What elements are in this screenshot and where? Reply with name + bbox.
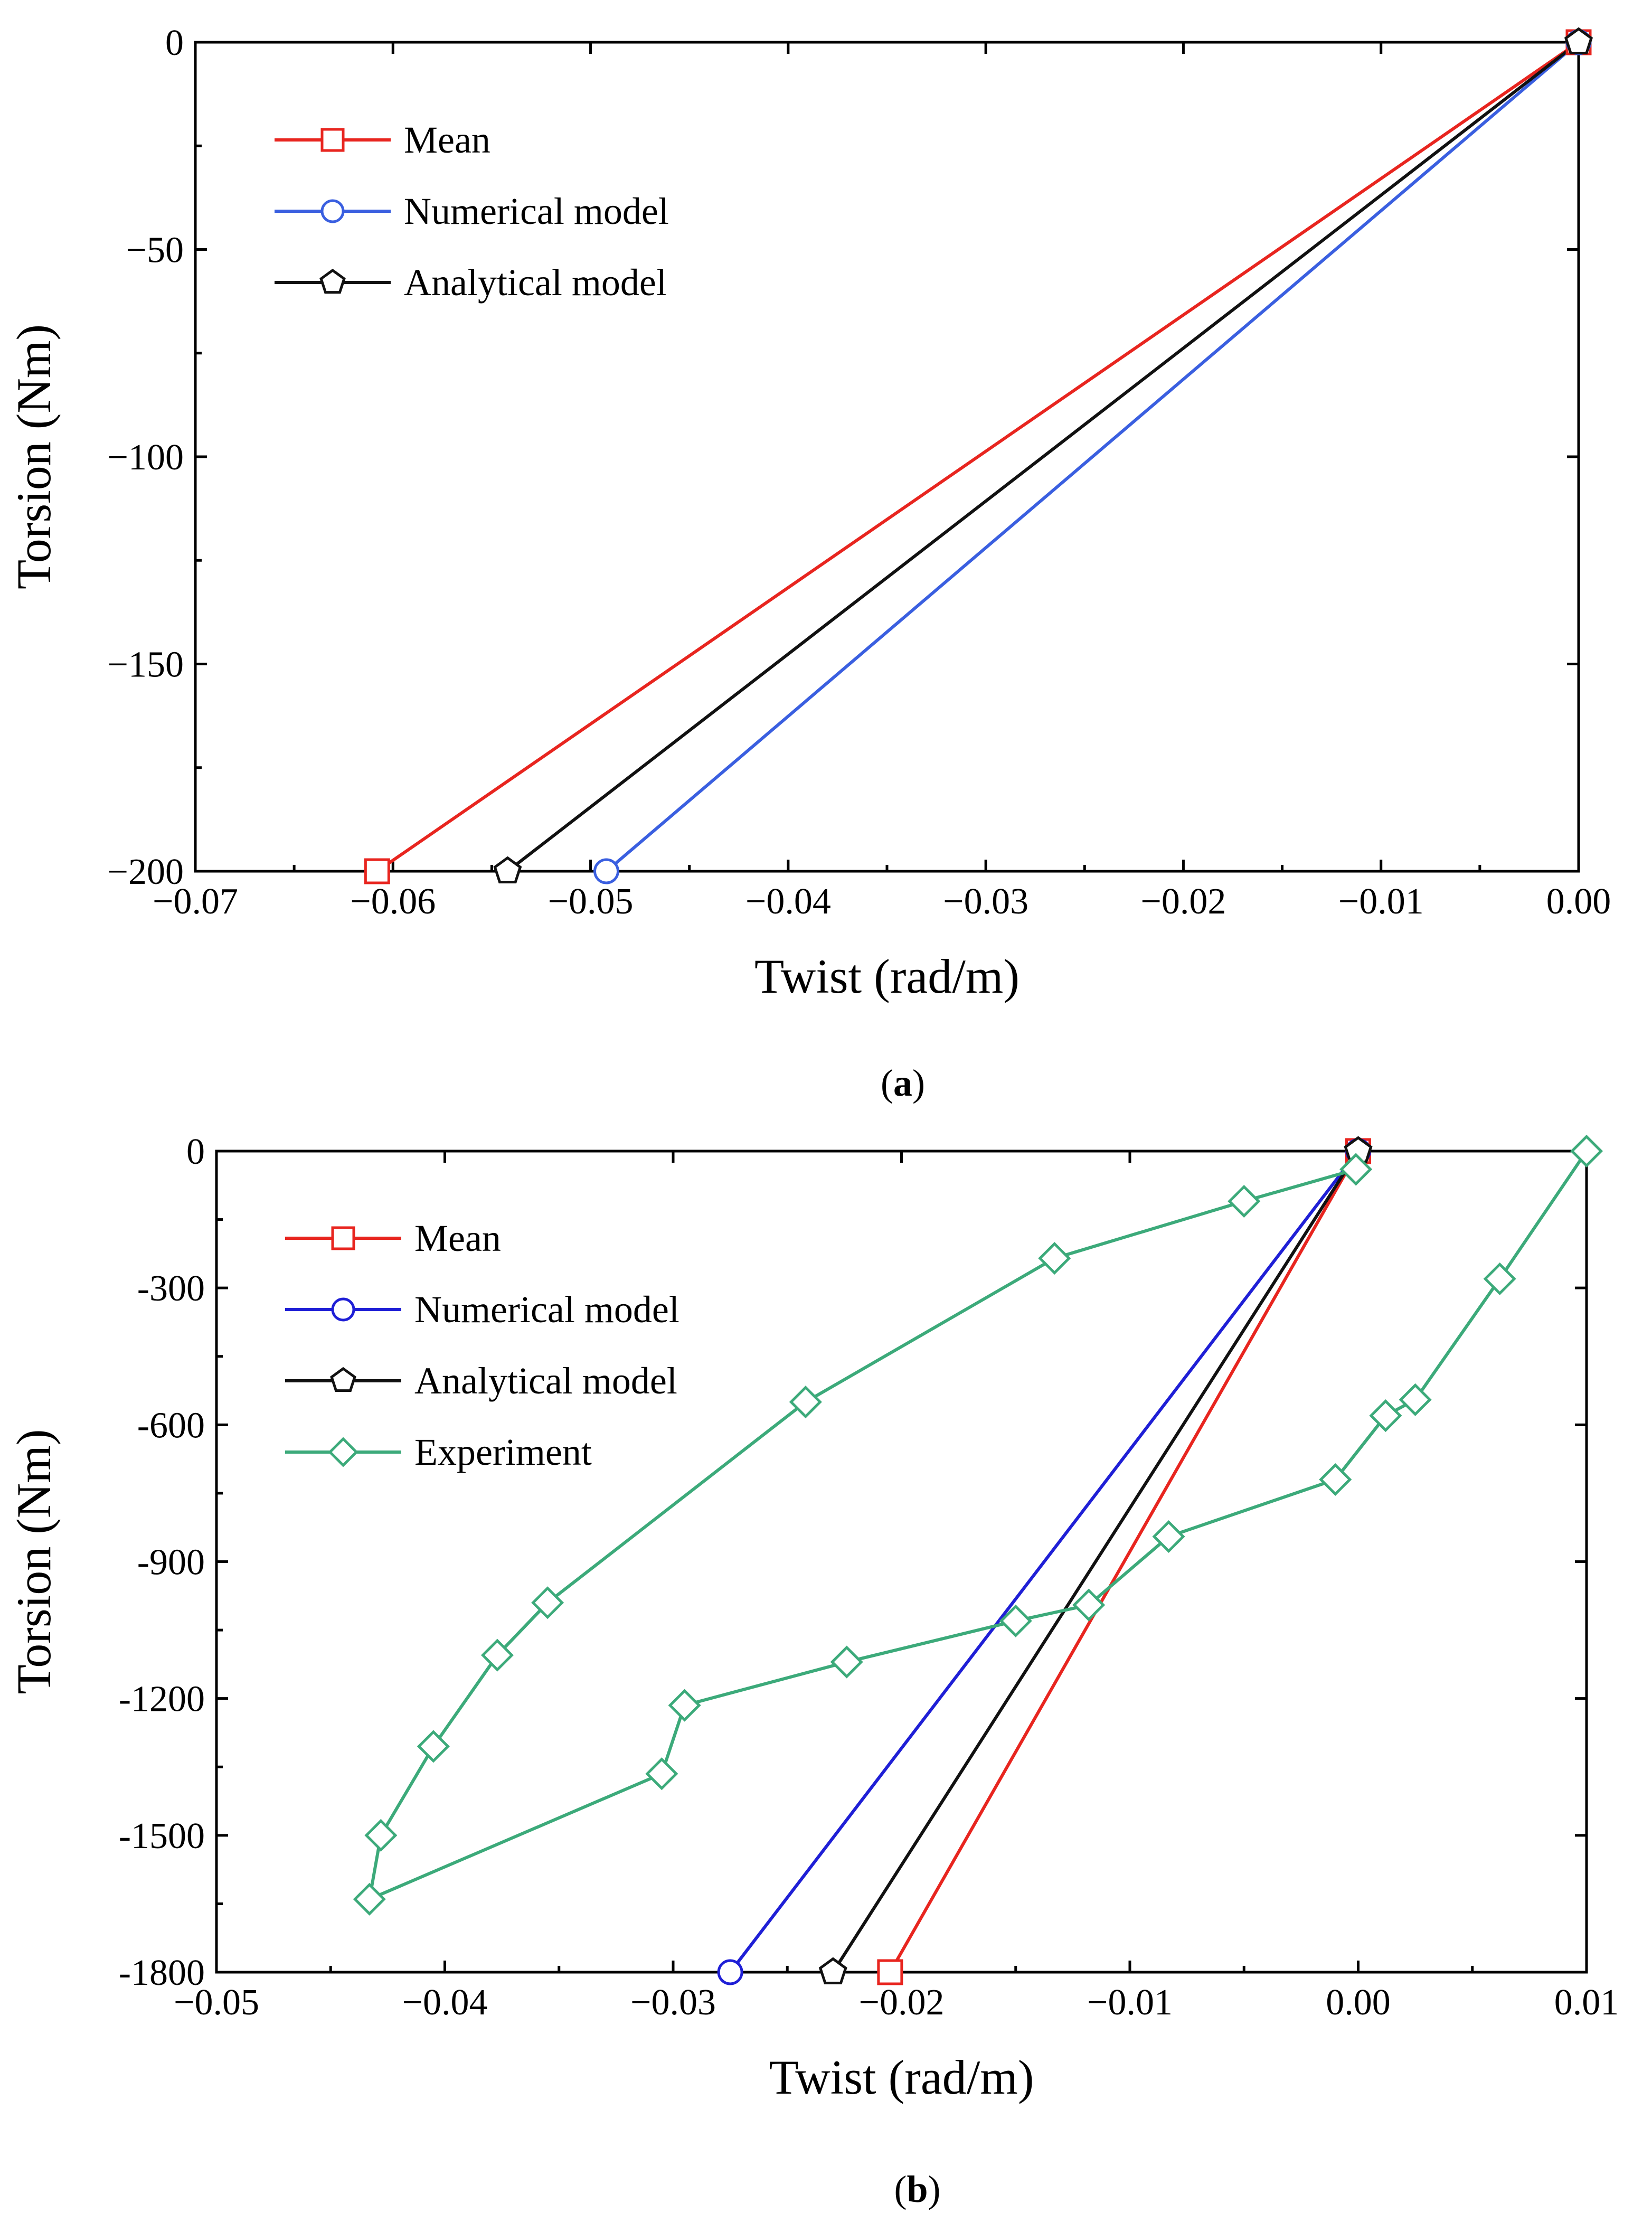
y-tick-label: -600 xyxy=(137,1405,205,1446)
data-point-analytical-model xyxy=(818,1957,847,1984)
y-tick-label: -1200 xyxy=(119,1679,205,1720)
series-line-analytical-model xyxy=(506,41,1580,873)
data-point-experiment xyxy=(1152,1520,1185,1553)
y-tick-label: 0 xyxy=(186,1132,205,1172)
data-point-numerical-model xyxy=(593,858,620,884)
y-tick-label: -900 xyxy=(137,1542,205,1583)
x-tick-label: 0.00 xyxy=(1546,881,1611,922)
data-point-experiment xyxy=(999,1604,1032,1637)
x-tick-label: 0.01 xyxy=(1554,1982,1619,2023)
plot-frame xyxy=(194,41,1580,873)
x-tick-label: −0.01 xyxy=(1087,1982,1173,2023)
legend-label-experiment: Experiment xyxy=(414,1431,592,1473)
y-tick-label: -300 xyxy=(137,1268,205,1309)
x-tick-label: −0.04 xyxy=(745,881,831,922)
data-point-experiment xyxy=(1483,1262,1516,1295)
y-tick-label: −200 xyxy=(108,852,184,892)
data-point-experiment xyxy=(1072,1588,1106,1622)
series-line-mean xyxy=(376,41,1580,873)
x-tick-label: −0.01 xyxy=(1338,881,1424,922)
legend-marker-numerical-model xyxy=(320,199,345,223)
data-point-experiment xyxy=(1399,1383,1432,1416)
data-point-experiment xyxy=(531,1586,564,1619)
panel-label: (b) xyxy=(894,2168,940,2210)
data-point-experiment xyxy=(1228,1184,1261,1218)
x-tick-label: −0.02 xyxy=(859,1982,945,2023)
series-line-experiment xyxy=(367,1150,1588,1901)
data-point-experiment xyxy=(480,1638,514,1672)
data-point-experiment xyxy=(1339,1153,1373,1186)
legend-label-mean: Mean xyxy=(404,119,490,161)
series-line-numerical-model xyxy=(729,1150,1360,1973)
data-point-analytical-model xyxy=(493,856,522,883)
data-point-experiment xyxy=(353,1882,386,1916)
x-axis-label: Twist (rad/m) xyxy=(769,2050,1034,2104)
data-point-experiment xyxy=(789,1386,822,1419)
y-tick-label: −100 xyxy=(108,437,184,478)
legend-label-analytical-model: Analytical model xyxy=(404,261,667,304)
x-tick-label: −0.07 xyxy=(153,881,238,922)
data-point-experiment xyxy=(830,1645,863,1679)
y-tick-label: -1800 xyxy=(119,1953,205,1993)
x-tick-label: −0.04 xyxy=(402,1982,488,2023)
data-point-experiment xyxy=(668,1689,701,1722)
data-point-experiment xyxy=(364,1819,398,1852)
legend-marker-mean xyxy=(320,128,345,152)
legend-label-numerical-model: Numerical model xyxy=(414,1288,679,1331)
legend-marker-experiment xyxy=(328,1437,358,1467)
x-tick-label: −0.06 xyxy=(350,881,436,922)
series-line-numerical-model xyxy=(605,41,1580,873)
y-tick-label: −50 xyxy=(126,230,184,271)
data-point-mean xyxy=(877,1959,903,1985)
y-tick-label: 0 xyxy=(165,23,184,63)
data-point-analytical-model xyxy=(1564,27,1593,54)
y-tick-label: −150 xyxy=(108,645,184,685)
y-axis-label: Torsion (Nm) xyxy=(7,324,61,589)
x-tick-label: −0.05 xyxy=(174,1982,259,2023)
x-tick-label: 0.00 xyxy=(1326,1982,1391,2023)
data-point-experiment xyxy=(1570,1134,1603,1168)
panel-label: (a) xyxy=(881,1062,925,1104)
data-point-numerical-model xyxy=(717,1959,743,1985)
data-point-experiment xyxy=(1369,1399,1402,1433)
legend-marker-analytical-model xyxy=(319,268,346,294)
data-point-experiment xyxy=(1319,1463,1352,1496)
x-tick-label: −0.03 xyxy=(630,1982,716,2023)
series-line-mean xyxy=(889,1150,1360,1973)
chart-panel-a: −0.07 −0.06 −0.05 −0.04 −0.03 −0.02 −0.01 0.00 0… xyxy=(7,23,1611,1104)
y-axis-label: Torsion (Nm) xyxy=(7,1429,61,1694)
x-axis-label: Twist (rad/m) xyxy=(754,949,1019,1003)
x-tick-label: −0.02 xyxy=(1140,881,1226,922)
data-point-experiment xyxy=(645,1757,678,1791)
chart-panel-b: −0.05 −0.04 −0.03 −0.02 −0.01 0.00 0.01 0 -300 -6… xyxy=(7,1132,1619,2210)
plot-frame xyxy=(215,1150,1588,1974)
series-line-analytical-model xyxy=(832,1150,1360,1973)
legend-marker-mean xyxy=(331,1226,355,1250)
legend-marker-analytical-model xyxy=(330,1367,356,1392)
x-tick-label: −0.03 xyxy=(943,881,1028,922)
legend-label-numerical-model: Numerical model xyxy=(404,190,669,232)
data-point-experiment xyxy=(1038,1241,1071,1275)
legend-label-analytical-model: Analytical model xyxy=(414,1360,677,1402)
data-point-mean xyxy=(364,858,390,884)
legend-marker-numerical-model xyxy=(331,1297,355,1322)
legend-label-mean: Mean xyxy=(414,1217,501,1259)
y-tick-label: -1500 xyxy=(119,1816,205,1857)
x-tick-label: −0.05 xyxy=(548,881,634,922)
data-point-experiment xyxy=(417,1730,450,1763)
